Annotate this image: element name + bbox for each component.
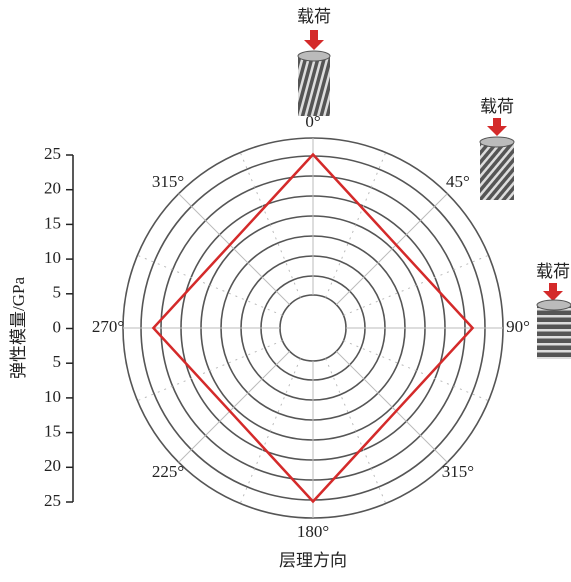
data-polygon	[151, 152, 475, 504]
angle-label: 0°	[305, 112, 320, 131]
arrow	[487, 118, 507, 136]
y-tick-label: 20	[44, 179, 61, 198]
radial-line	[335, 350, 448, 463]
y-tick-label: 10	[44, 248, 61, 267]
radial-line	[178, 350, 291, 463]
y-tick-label: 20	[44, 456, 61, 475]
arrow	[304, 30, 324, 50]
cylinder	[298, 56, 330, 116]
angle-label: 45°	[446, 172, 470, 191]
grid-ring	[279, 294, 347, 362]
angle-label: 315°	[442, 462, 474, 481]
radial-line	[137, 254, 283, 316]
angle-label: 180°	[297, 522, 329, 541]
radial-line	[343, 340, 489, 402]
angle-label: 270°	[92, 317, 124, 336]
cylinder-top	[536, 299, 571, 311]
angle-label: 90°	[506, 317, 530, 336]
radial-line	[239, 358, 301, 504]
angle-label: 225°	[152, 462, 184, 481]
load-icon: 载荷	[297, 7, 331, 116]
load-label: 载荷	[480, 97, 514, 116]
cylinder	[480, 142, 514, 200]
radial-line	[325, 358, 387, 504]
radial-line	[325, 152, 387, 298]
y-tick-label: 15	[44, 213, 61, 232]
cylinder-top	[297, 50, 331, 62]
angle-label: 315°	[152, 172, 184, 191]
load-label: 载荷	[297, 7, 331, 26]
load-icon: 载荷	[479, 97, 515, 200]
y-tick-label: 25	[44, 144, 61, 163]
y-tick-label: 15	[44, 422, 61, 441]
y-tick-label: 5	[53, 283, 62, 302]
cylinder	[537, 305, 571, 359]
radial-line	[178, 193, 291, 306]
load-icon: 载荷	[536, 262, 571, 359]
radial-line	[137, 340, 283, 402]
load-label: 载荷	[536, 262, 570, 281]
y-tick-label: 0	[53, 317, 62, 336]
y-axis-label: 弹性模量/GPa	[9, 277, 28, 379]
y-tick-label: 5	[53, 352, 62, 371]
y-tick-label: 10	[44, 387, 61, 406]
cylinder-top	[479, 136, 515, 148]
arrow	[543, 283, 563, 301]
radial-line	[335, 193, 448, 306]
radial-line	[239, 152, 301, 298]
radial-line	[343, 254, 489, 316]
x-axis-label: 层理方向	[279, 551, 347, 570]
y-tick-label: 25	[44, 491, 61, 510]
